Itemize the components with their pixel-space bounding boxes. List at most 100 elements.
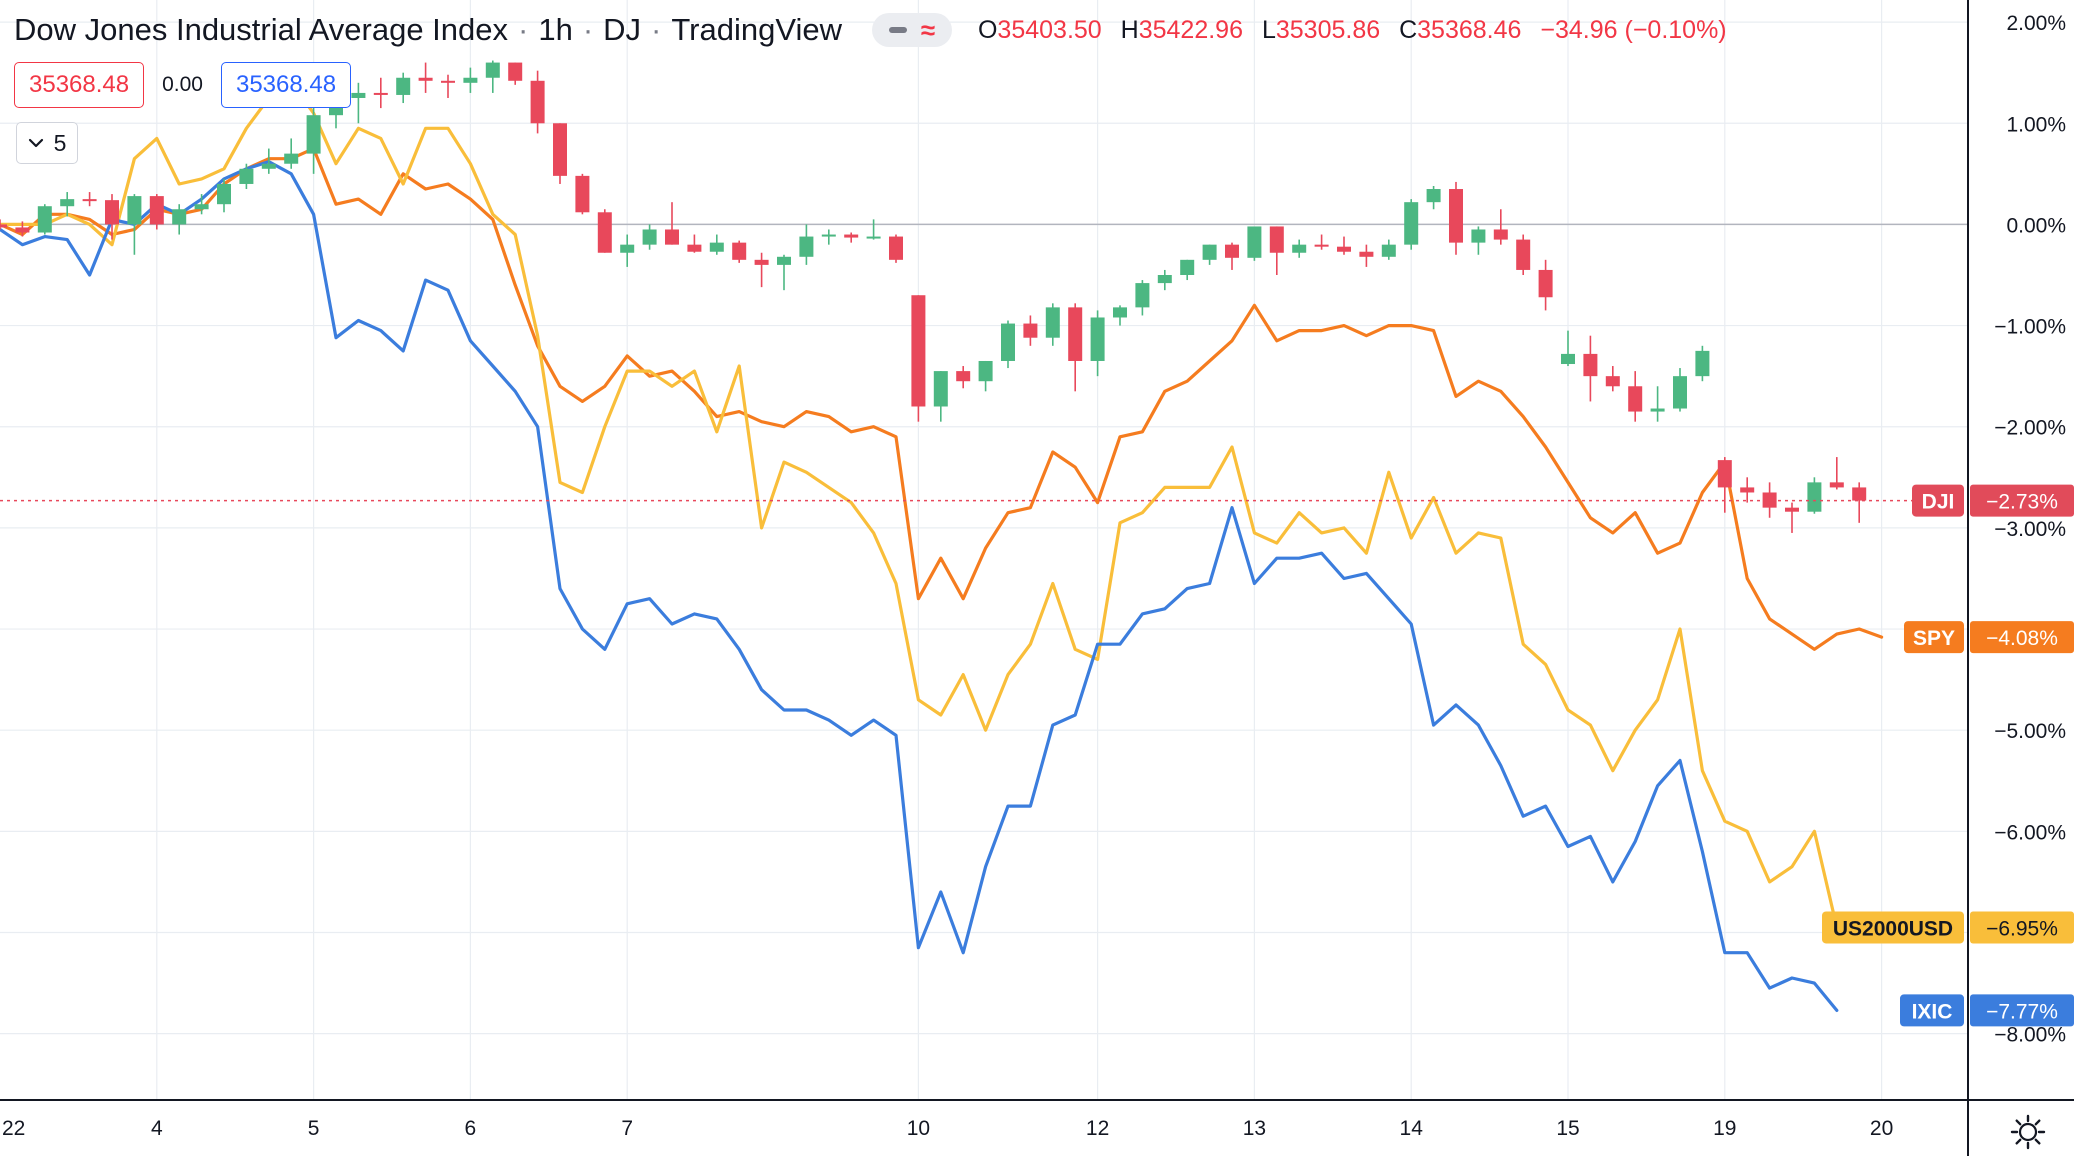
candle-body (799, 236, 814, 257)
gear-icon[interactable] (2008, 1112, 2048, 1152)
candle-body (620, 244, 635, 253)
buy-button[interactable]: 35368.48 (220, 62, 352, 108)
y-tick-label: −1.00% (1994, 316, 2066, 339)
candle-body (1292, 244, 1307, 253)
chart-legend: Dow Jones Industrial Average Index · 1h … (14, 8, 1727, 52)
candle-body (194, 204, 209, 210)
candle-body (1314, 244, 1329, 247)
candle-body (463, 77, 478, 83)
symbol-title[interactable]: Dow Jones Industrial Average Index (14, 12, 509, 47)
ohlc-high-label: H (1120, 15, 1139, 44)
candle-body (754, 259, 769, 265)
candle-body (575, 175, 590, 213)
candle-body (553, 123, 567, 176)
candle-body (1113, 307, 1127, 318)
candle-body (709, 242, 724, 252)
candle-body (508, 62, 523, 81)
candle-body (844, 234, 859, 238)
candle-body (911, 295, 926, 407)
candle-body (1605, 376, 1620, 387)
candle-body (82, 199, 97, 202)
ohlc-low-value: 35305.86 (1275, 15, 1381, 44)
candle-body (306, 115, 321, 154)
candle-body (1045, 307, 1060, 338)
interval-label[interactable]: 1h (538, 12, 573, 47)
candle-body (127, 196, 142, 225)
candle-body (777, 256, 791, 265)
x-tick-label: 7 (621, 1117, 633, 1140)
x-tick-label: 12 (1086, 1117, 1109, 1140)
y-tick-label: −3.00% (1994, 518, 2066, 541)
candle-body (1359, 251, 1374, 257)
candle-body (239, 168, 254, 184)
series-value-badge (1970, 911, 2074, 944)
x-tick-label: 19 (1713, 1117, 1736, 1140)
candle-body (1023, 323, 1038, 338)
brand-label: TradingView (671, 12, 842, 47)
ohlc-open-label: O (977, 15, 998, 44)
series-line-ixic (0, 160, 1839, 1013)
candle-body (1001, 323, 1015, 361)
candle-body (889, 236, 903, 260)
candle-body (1471, 229, 1486, 243)
x-tick-label: 15 (1556, 1117, 1579, 1140)
candle-body (1337, 246, 1351, 252)
candle-body (217, 183, 231, 205)
series-value-label: −6.95% (1986, 917, 2058, 940)
candle-body (1740, 487, 1755, 493)
candle-body (866, 236, 881, 239)
candle-body (732, 242, 747, 260)
legend-toggle-pill[interactable]: ≈ (871, 13, 952, 47)
ohlc-open-value: 35403.50 (997, 15, 1102, 44)
ohlc-low-label: L (1261, 15, 1276, 44)
y-tick-label: 1.00% (2006, 113, 2066, 136)
candle-body (933, 371, 948, 407)
exchange-label: DJ (603, 12, 642, 47)
series-name-badge (1904, 621, 1964, 654)
candle-body (1695, 350, 1710, 377)
candle-body (687, 244, 702, 252)
spread-value: 0.00 (162, 73, 203, 96)
candle-body (597, 212, 612, 253)
separator-dot: · (518, 12, 529, 47)
ohlc-close-value: 35368.46 (1417, 15, 1522, 44)
candle-body (1202, 244, 1217, 260)
series-value-badge (1970, 994, 2074, 1027)
minus-icon (888, 27, 907, 33)
candle-body (1180, 259, 1195, 275)
candle-body (1717, 460, 1732, 488)
ohlc-high-value: 35422.96 (1138, 15, 1243, 44)
x-tick-label: 4 (151, 1117, 163, 1140)
x-tick-label: 20 (1870, 1117, 1893, 1140)
separator-dot: · (582, 12, 594, 47)
y-tick-label: 2.00% (2006, 12, 2066, 35)
series-name-badge (1822, 911, 1964, 944)
candle-body (642, 229, 657, 245)
ohlc-values: O35403.50 H35422.96 L35305.86 C35368.46 … (978, 16, 1727, 45)
candle-body (105, 200, 119, 225)
y-tick-label: −2.00% (1994, 417, 2066, 440)
trade-buttons: 35368.48 0.00 35368.48 (14, 62, 352, 108)
indicators-collapse-button[interactable]: 5 (16, 122, 78, 164)
series-value-label: −2.73% (1986, 491, 2058, 514)
candle-body (821, 234, 836, 237)
candle-body (978, 360, 993, 382)
candle-body (1068, 307, 1083, 361)
x-tick-label: 5 (308, 1117, 320, 1140)
candle-body (1673, 376, 1687, 409)
ohlc-close-label: C (1399, 15, 1418, 44)
candle-body (172, 209, 187, 225)
sell-button[interactable]: 35368.48 (14, 62, 145, 108)
series-name-label: DJI (1922, 491, 1955, 514)
series-value-badge (1970, 484, 2074, 517)
candle-body (261, 163, 276, 169)
series-value-badge (1970, 621, 2074, 654)
candle-body (1807, 482, 1822, 512)
indicators-count: 5 (53, 129, 67, 156)
candle-body (1269, 226, 1284, 253)
candle-body (15, 227, 30, 233)
candle-body (1426, 189, 1441, 203)
candle-body (1650, 408, 1665, 412)
